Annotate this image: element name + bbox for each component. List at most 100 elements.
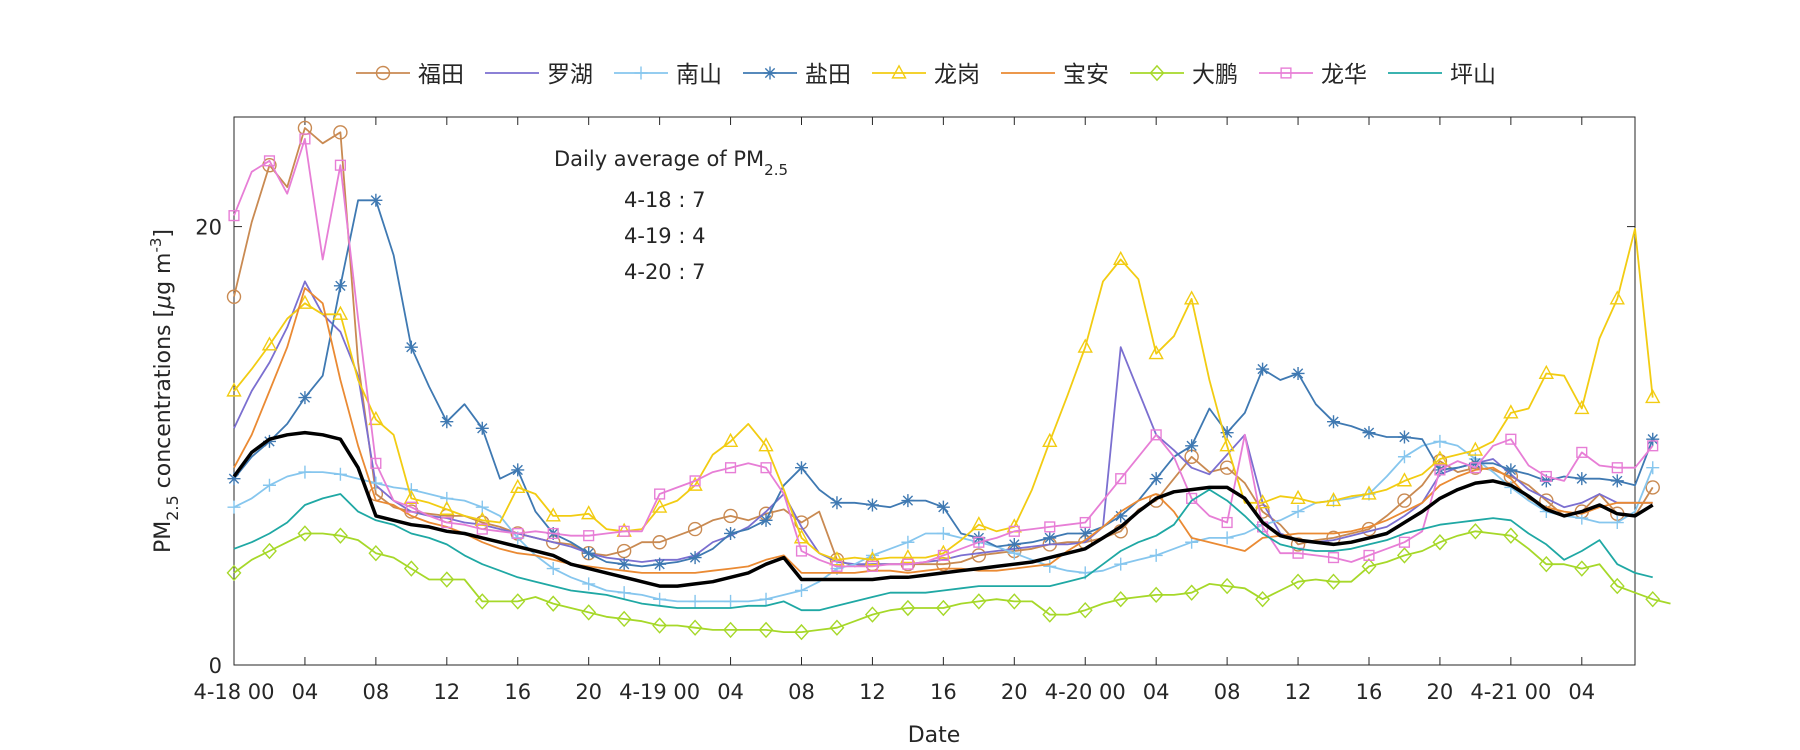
- data-point: [404, 483, 418, 497]
- data-point: [334, 159, 346, 171]
- data-point: [226, 382, 242, 397]
- series-station-3: [227, 193, 1660, 571]
- data-point: [440, 415, 454, 429]
- data-point: [297, 525, 313, 542]
- data-point: [723, 508, 738, 524]
- legend-marker: [1149, 64, 1165, 82]
- data-point: [1611, 462, 1623, 474]
- data-point: [1219, 437, 1235, 452]
- data-point: [1610, 474, 1624, 488]
- data-point: [545, 507, 561, 522]
- data-point: [1043, 531, 1057, 545]
- data-point: [795, 545, 808, 557]
- data-point: [829, 619, 845, 636]
- x-tick-label: 20: [1001, 680, 1028, 704]
- data-point: [1220, 531, 1234, 545]
- series-station-7: [228, 133, 1659, 572]
- data-point: [971, 516, 987, 531]
- legend-item: 罗湖: [485, 62, 593, 88]
- data-point: [901, 535, 915, 549]
- data-point: [973, 536, 985, 548]
- data-point: [902, 558, 914, 570]
- data-point: [1078, 526, 1092, 540]
- legend-item: 坪山: [1388, 62, 1496, 88]
- series-line: [233, 227, 1654, 561]
- data-point: [1290, 489, 1306, 504]
- data-point: [1647, 440, 1659, 452]
- data-point: [652, 535, 667, 550]
- data-point: [723, 621, 739, 639]
- data-point: [1150, 429, 1162, 441]
- data-point: [936, 526, 950, 540]
- data-point: [866, 560, 879, 572]
- data-point: [369, 476, 383, 490]
- series-line: [233, 488, 1653, 612]
- legend-item: 宝安: [1001, 62, 1109, 88]
- series-line: [233, 137, 1654, 568]
- data-point: [1467, 523, 1483, 540]
- legend: 福田 罗湖 南山 盐田 龙岗 宝安 大鹏 龙华 坪山: [356, 62, 1496, 88]
- data-point: [722, 432, 739, 447]
- y-axis-label: PM2.5 concentrations [μg m-3]: [147, 229, 182, 553]
- y-tick-label: 0: [209, 654, 222, 678]
- data-point: [651, 498, 668, 513]
- data-point: [510, 593, 526, 610]
- x-tick-label: 04: [717, 680, 744, 704]
- data-point: [510, 478, 526, 494]
- data-point: [332, 305, 349, 320]
- series-station-8: [233, 488, 1653, 612]
- legend-item: 大鹏: [1130, 62, 1238, 88]
- data-point: [865, 498, 879, 512]
- data-point: [333, 125, 348, 140]
- data-point: [831, 560, 843, 572]
- data-point: [228, 210, 240, 222]
- data-point: [653, 592, 667, 606]
- data-point: [1254, 494, 1271, 509]
- data-point: [759, 592, 773, 606]
- data-point: [1114, 557, 1128, 571]
- data-point: [688, 551, 702, 565]
- y-tick-label: 20: [195, 216, 222, 240]
- data-point: [262, 478, 276, 492]
- data-point: [1361, 558, 1377, 575]
- data-point: [368, 410, 384, 426]
- data-point: [687, 619, 703, 636]
- data-point: [936, 500, 950, 514]
- x-axis-label: Date: [908, 723, 961, 748]
- data-point: [439, 500, 455, 515]
- data-point: [297, 294, 313, 309]
- data-point: [688, 594, 702, 608]
- legend-label: 南山: [676, 62, 722, 88]
- x-tick-label: 16: [930, 680, 957, 704]
- data-point: [1432, 450, 1448, 465]
- data-point: [1327, 415, 1341, 429]
- legend-label: 龙华: [1321, 62, 1367, 88]
- data-point: [1397, 547, 1412, 564]
- data-point: [794, 461, 808, 475]
- data-point: [1504, 463, 1518, 477]
- data-point: [1113, 591, 1129, 608]
- data-point: [687, 476, 703, 491]
- data-point: [1434, 464, 1446, 476]
- data-point: [687, 521, 703, 537]
- data-point: [226, 564, 242, 582]
- series-line: [232, 430, 1654, 588]
- x-tick-label: 16: [1356, 680, 1383, 704]
- data-point: [616, 610, 632, 628]
- series-layer: [226, 120, 1671, 641]
- data-point: [1042, 606, 1058, 623]
- data-point: [582, 546, 596, 560]
- x-tick-label: 4-18 00: [193, 680, 274, 704]
- legend-marker: [891, 64, 907, 79]
- data-point: [227, 500, 241, 514]
- data-point: [439, 571, 455, 588]
- data-point: [830, 496, 844, 510]
- legend-marker: [375, 65, 391, 81]
- data-point: [581, 505, 597, 520]
- data-point: [581, 604, 597, 621]
- data-point: [1185, 439, 1199, 453]
- x-tick-label: 04: [1143, 680, 1170, 704]
- data-point: [547, 527, 559, 540]
- data-point: [1290, 537, 1306, 552]
- data-point: [1574, 560, 1590, 577]
